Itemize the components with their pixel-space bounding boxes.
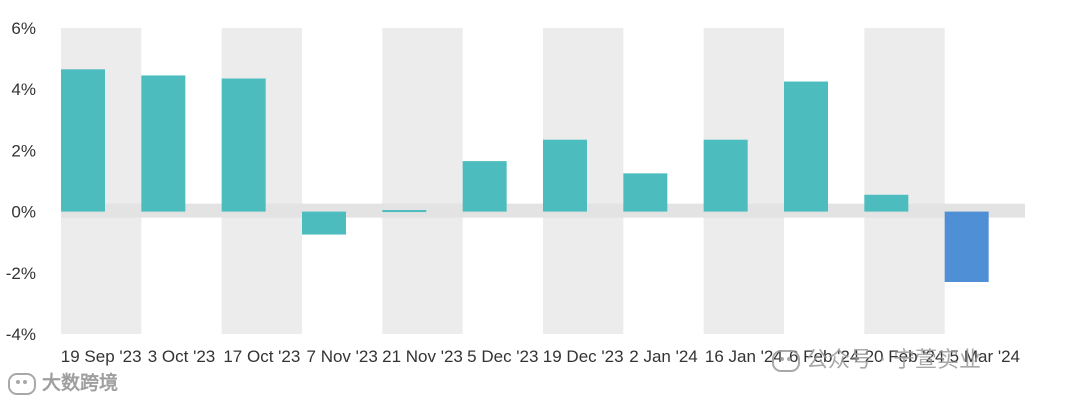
bar-5: [462, 161, 507, 212]
watermark-right: 公众号 · 宁萱实业: [772, 342, 981, 374]
x-tick-label: 5 Dec '23: [467, 347, 538, 366]
bar-1: [141, 75, 186, 212]
x-tick-label: 16 Jan '24: [705, 347, 783, 366]
y-tick-label: 2%: [11, 141, 36, 160]
bar-10: [864, 194, 909, 212]
watermark-left: 大数跨境: [8, 368, 118, 395]
watermark-logo-icon: [8, 372, 36, 395]
x-axis-ticks: 19 Sep '23 3 Oct '23 17 Oct '23 7 Nov '23 21…: [61, 347, 1020, 366]
wechat-icon: [772, 350, 800, 372]
x-tick-label: 17 Oct '23: [223, 347, 300, 366]
x-tick-label: 7 Nov '23: [307, 347, 378, 366]
y-tick-label: -2%: [6, 264, 36, 283]
y-axis-ticks: 6% 4% 2% 0% -2% -4%: [6, 19, 36, 344]
bar-9: [784, 81, 828, 212]
bar-0: [61, 69, 105, 212]
bar-7: [623, 173, 668, 212]
watermark-right-text: 公众号 · 宁萱实业: [806, 348, 981, 373]
y-tick-label: -4%: [6, 325, 36, 344]
x-tick-label: 5 Mar '24: [950, 347, 1020, 366]
x-tick-label: 20 Feb '24: [865, 347, 945, 366]
x-tick-label: 19 Dec '23: [543, 347, 624, 366]
watermark-left-text: 大数跨境: [42, 372, 119, 394]
bar-6: [543, 139, 587, 212]
x-tick-label: 19 Sep '23: [61, 347, 142, 366]
bar-3: [302, 211, 346, 235]
y-tick-label: 0%: [11, 203, 36, 222]
bar-11: [944, 211, 989, 282]
bar-4: [382, 210, 427, 213]
band-4: [382, 28, 463, 334]
x-tick-label: 2 Jan '24: [629, 347, 697, 366]
bar-8: [703, 139, 748, 212]
y-tick-label: 4%: [11, 80, 36, 99]
y-tick-label: 6%: [11, 19, 36, 38]
x-tick-label: 3 Oct '23: [148, 347, 216, 366]
x-tick-label: 21 Nov '23: [382, 347, 463, 366]
x-tick-label: 6 Feb '24: [789, 347, 859, 366]
band-10: [864, 28, 945, 334]
bar-2: [221, 78, 266, 212]
bars: [61, 69, 989, 282]
